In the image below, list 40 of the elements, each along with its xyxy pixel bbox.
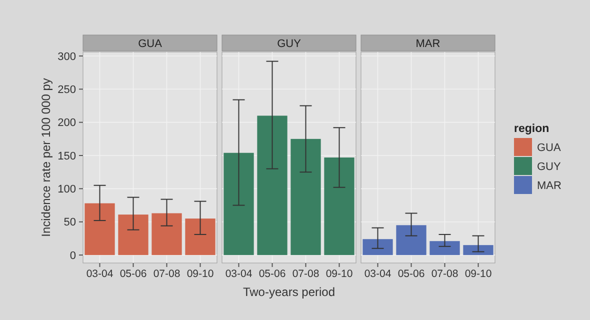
- bar: [257, 116, 288, 256]
- bar: [185, 218, 216, 256]
- bar: [396, 225, 426, 256]
- bar: [430, 241, 460, 256]
- y-tick-label: 50: [64, 216, 76, 229]
- bar: [118, 214, 148, 256]
- x-tick-label: 05-06: [398, 268, 425, 280]
- chart-title: GUY: [277, 38, 302, 50]
- x-tick-label: 09-10: [186, 268, 214, 280]
- x-axis-title: Two-years period: [242, 285, 336, 299]
- y-axis-title: Incidence rate per 100 000 py: [39, 78, 53, 237]
- bar: [324, 158, 354, 256]
- y-tick-label: 100: [58, 184, 76, 196]
- legend-label: GUY: [537, 160, 562, 173]
- legend-label: GUA: [537, 142, 562, 154]
- y-tick-label: 150: [58, 150, 76, 162]
- bar: [84, 203, 115, 256]
- x-tick-label: 03-04: [364, 268, 392, 280]
- x-tick-label: 09-10: [326, 268, 353, 280]
- legend-label: MAR: [537, 180, 562, 192]
- x-tick-label: 09-10: [464, 268, 492, 280]
- chart-title: GUA: [138, 38, 163, 50]
- bar: [463, 245, 494, 256]
- y-tick-label: 0: [70, 250, 76, 262]
- chart-title: MAR: [416, 38, 440, 50]
- bar: [152, 213, 182, 256]
- x-tick-label: 03-04: [225, 268, 252, 280]
- y-tick-label: 200: [58, 117, 76, 130]
- x-tick-label: 05-06: [258, 268, 286, 280]
- x-tick-label: 07-08: [292, 268, 320, 280]
- bar: [224, 152, 254, 256]
- y-tick-label: 300: [58, 50, 76, 63]
- legend-title: region: [514, 123, 550, 135]
- bar: [362, 239, 393, 256]
- x-tick-label: 03-04: [86, 268, 114, 280]
- x-tick-label: 07-08: [431, 268, 458, 280]
- y-tick-label: 250: [58, 84, 76, 96]
- bar: [290, 138, 321, 256]
- x-tick-label: 07-08: [153, 268, 180, 280]
- x-tick-label: 05-06: [120, 268, 147, 280]
